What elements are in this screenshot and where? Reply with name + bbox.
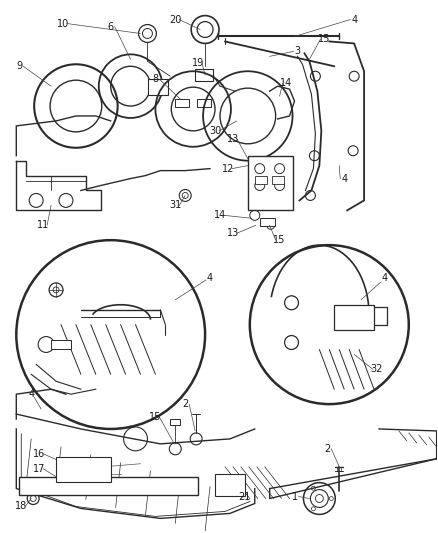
Text: 21: 21 [239,491,251,502]
Text: 4: 4 [341,174,347,183]
FancyBboxPatch shape [215,474,245,496]
Text: 8: 8 [152,74,159,84]
Text: 9: 9 [16,61,22,71]
Text: 15: 15 [149,412,162,422]
Text: 12: 12 [222,164,234,174]
Text: 17: 17 [33,464,46,474]
Text: 18: 18 [15,502,28,512]
Text: 3: 3 [294,46,300,56]
Text: 4: 4 [207,273,213,283]
Text: 13: 13 [227,134,239,144]
Text: 15: 15 [318,35,331,44]
Text: 2: 2 [182,399,188,409]
FancyBboxPatch shape [175,99,189,107]
Text: 15: 15 [273,235,286,245]
FancyBboxPatch shape [272,175,283,183]
Text: 4: 4 [28,389,34,399]
Text: 10: 10 [57,19,69,29]
Text: 6: 6 [108,21,114,31]
FancyBboxPatch shape [56,457,111,482]
FancyBboxPatch shape [255,175,267,183]
FancyBboxPatch shape [170,419,180,425]
Text: 13: 13 [227,228,239,238]
FancyBboxPatch shape [197,99,211,107]
Text: 14: 14 [280,78,293,88]
Text: 20: 20 [169,14,181,25]
FancyBboxPatch shape [260,219,275,226]
FancyBboxPatch shape [248,156,293,211]
FancyBboxPatch shape [148,79,168,95]
Text: 2: 2 [324,444,330,454]
Text: 16: 16 [33,449,45,459]
FancyBboxPatch shape [334,305,374,329]
Text: 1: 1 [291,491,297,502]
Text: 32: 32 [371,365,383,374]
Text: 31: 31 [169,200,181,211]
Text: 19: 19 [192,58,204,68]
Text: 4: 4 [382,273,388,283]
Text: 4: 4 [351,14,357,25]
Text: 30: 30 [209,126,221,136]
FancyBboxPatch shape [51,340,71,350]
Text: 11: 11 [37,220,49,230]
Text: 14: 14 [214,211,226,220]
FancyBboxPatch shape [19,477,198,495]
FancyBboxPatch shape [195,69,213,81]
